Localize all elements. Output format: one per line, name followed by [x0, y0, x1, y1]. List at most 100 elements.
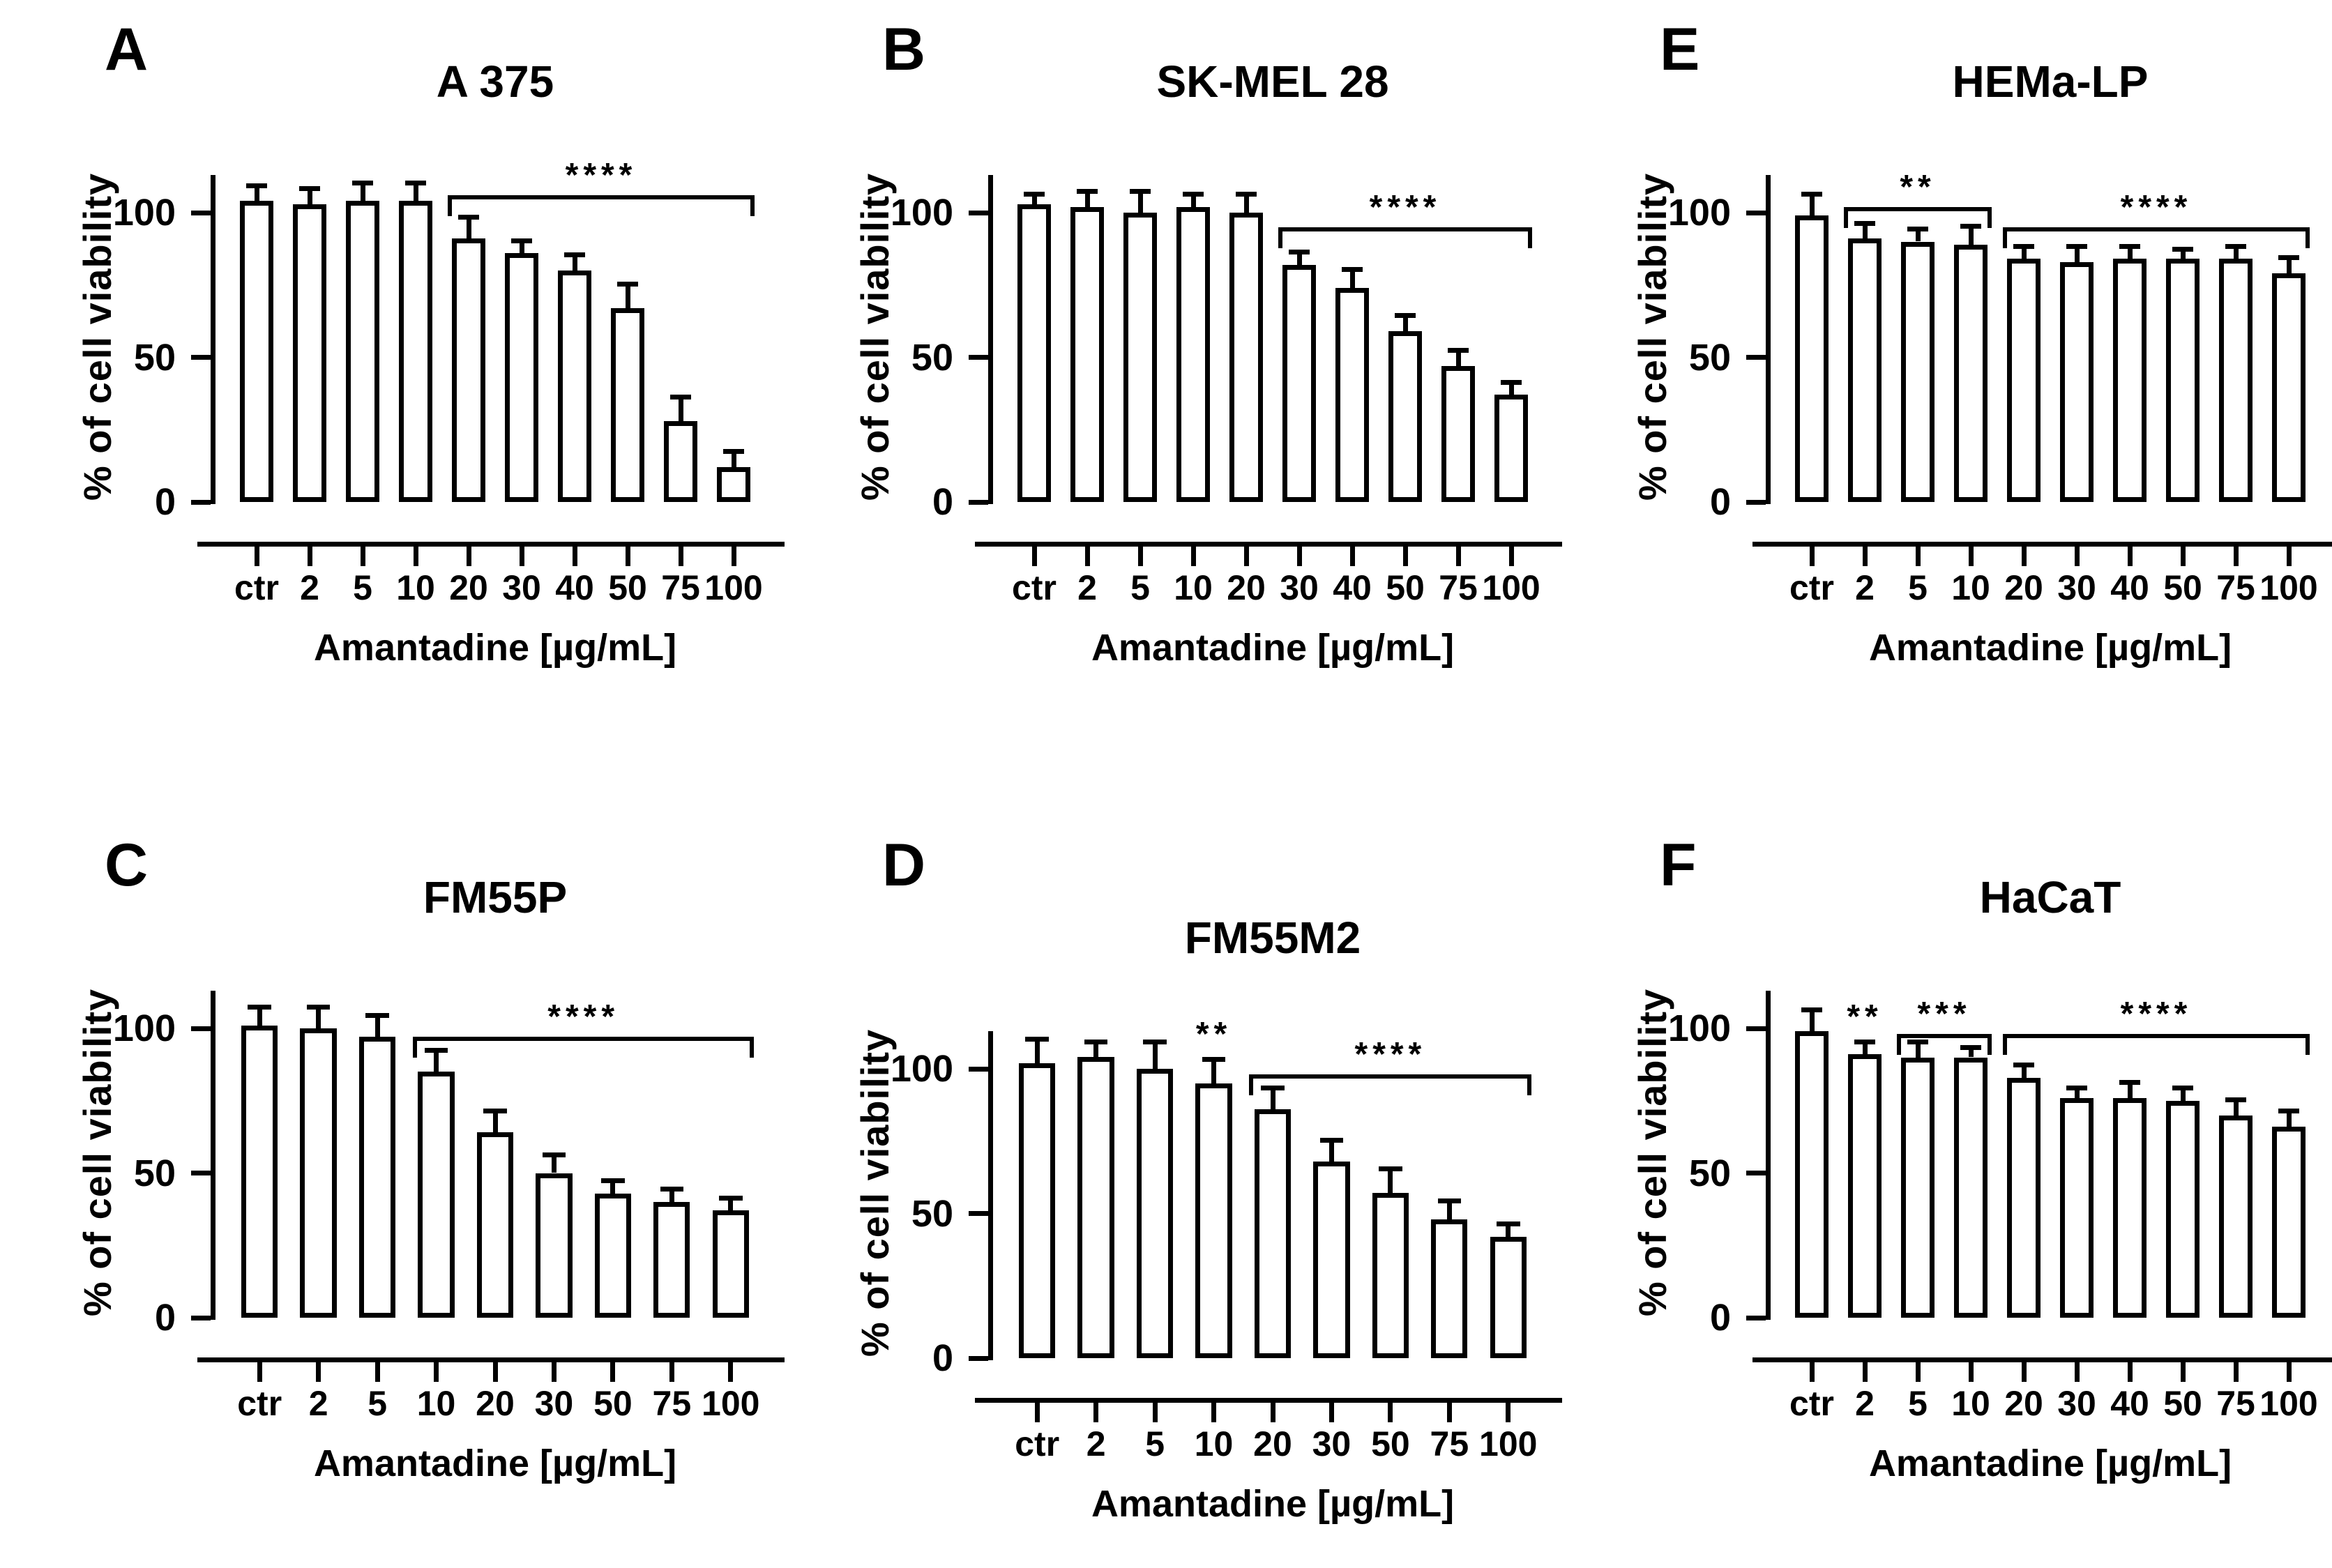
y-axis-line	[987, 1031, 993, 1361]
bar	[717, 467, 750, 502]
x-axis-tick	[2180, 1362, 2186, 1382]
x-tick-label: 2	[1086, 1424, 1106, 1463]
x-axis-tick	[2127, 1362, 2133, 1382]
x-tick-label: 20	[1253, 1424, 1292, 1463]
x-axis-tick	[1446, 1403, 1452, 1422]
x-tick-label: 50	[1386, 568, 1425, 607]
x-tick-label: ctr	[234, 568, 279, 607]
chart-plot-area: 0 50 100 ctr 2 5 10 20 30 40 50 75 100 ****	[0, 14, 785, 759]
bar	[1313, 1161, 1350, 1358]
y-axis-tick	[968, 1211, 988, 1216]
x-axis-tick	[2021, 1362, 2027, 1382]
x-axis-tick	[1093, 1403, 1099, 1422]
significance-bracket-end	[2306, 227, 2310, 248]
error-bar-cap	[510, 238, 533, 243]
x-tick-label: 30	[2057, 568, 2096, 607]
x-tick-label: 2	[1855, 1384, 1875, 1423]
bar	[2272, 273, 2306, 502]
bar	[1901, 1057, 1934, 1318]
error-bar-stem	[1190, 195, 1196, 207]
error-bar-stem	[2286, 259, 2292, 274]
error-bar-cap	[1447, 348, 1469, 353]
y-tick-label: 50	[1688, 336, 1731, 379]
bar	[1195, 1083, 1232, 1358]
y-tick-label: 100	[112, 1007, 176, 1049]
x-axis-tick	[1809, 547, 1815, 566]
x-tick-label: 30	[534, 1384, 574, 1423]
error-bar-stem	[1152, 1042, 1158, 1069]
significance-stars: ****	[1354, 1036, 1427, 1074]
bar	[1388, 331, 1422, 502]
error-bar-cap	[2278, 255, 2300, 261]
significance-bracket-end	[2306, 1034, 2310, 1056]
chart-title: FM55P	[423, 872, 568, 922]
error-bar-cap	[1394, 313, 1416, 319]
error-bar-stem	[1915, 229, 1921, 242]
x-axis-tick	[1915, 1362, 1921, 1382]
bar	[1335, 287, 1369, 502]
bar	[2166, 1100, 2200, 1318]
error-bar-stem	[1243, 195, 1249, 213]
error-bar-cap	[2225, 243, 2247, 249]
x-axis-tick	[1506, 1403, 1511, 1422]
error-bar-stem	[2233, 1100, 2239, 1116]
error-bar-cap	[616, 281, 639, 287]
error-bar-stem	[434, 1051, 439, 1072]
error-bar-cap	[1801, 192, 1823, 197]
error-bar-cap	[351, 180, 374, 185]
error-bar-cap	[1202, 1056, 1226, 1062]
y-tick-label: 0	[932, 481, 953, 523]
x-tick-label: 20	[449, 568, 488, 607]
bar	[664, 420, 697, 502]
significance-stars: ****	[2120, 188, 2193, 226]
bar	[1490, 1236, 1527, 1358]
error-bar-stem	[625, 284, 630, 308]
x-axis-tick	[1137, 547, 1143, 566]
bar	[558, 271, 591, 502]
error-bar-stem	[1506, 1225, 1511, 1237]
error-bar-stem	[1968, 1049, 1974, 1058]
y-axis-tick	[1746, 499, 1766, 505]
bar	[1795, 1031, 1828, 1318]
error-bar-cap	[542, 1152, 566, 1157]
x-tick-label: 75	[652, 1384, 692, 1423]
bar	[505, 253, 538, 502]
significance-bracket-line	[1278, 227, 1533, 231]
error-bar-stem	[307, 189, 312, 204]
error-bar-cap	[2172, 1086, 2194, 1091]
bar	[2007, 1077, 2040, 1318]
x-tick-label: 100	[702, 1384, 760, 1423]
bar	[1282, 264, 1316, 502]
error-bar-cap	[2172, 246, 2194, 252]
significance-bracket-line	[447, 195, 755, 200]
x-tick-label: 5	[1130, 568, 1150, 607]
error-bar-cap	[2119, 1079, 2141, 1085]
y-axis-tick	[1746, 1026, 1766, 1031]
bar	[1441, 365, 1475, 502]
y-axis-line	[1765, 991, 1771, 1320]
error-bar-cap	[365, 1013, 389, 1019]
panel-content: HEMa-LP % of cell viability 0 50 100 ctr 2 5 1…	[1555, 14, 2332, 759]
x-tick-label: 2	[1077, 568, 1097, 607]
y-tick-label: 0	[154, 481, 176, 523]
y-axis-tick	[190, 1315, 211, 1320]
x-tick-label: 5	[353, 568, 372, 607]
error-bar-stem	[1862, 224, 1868, 239]
bar	[2113, 259, 2146, 502]
error-bar-cap	[457, 215, 480, 220]
y-axis-tick	[190, 1171, 211, 1175]
x-axis-tick	[413, 547, 418, 566]
significance-stars: ***	[1917, 996, 1971, 1033]
x-tick-label: 10	[1194, 1424, 1234, 1463]
x-tick-label: 50	[1371, 1424, 1410, 1463]
x-axis-label: Amantadine [µg/mL]	[1091, 1483, 1455, 1525]
error-bar-cap	[1319, 1137, 1344, 1143]
x-axis-tick	[678, 547, 683, 566]
error-bar-cap	[601, 1178, 625, 1183]
error-bar-stem	[2021, 247, 2027, 259]
significance-bracket-end	[1843, 206, 1848, 228]
significance-bracket-line	[413, 1037, 755, 1042]
x-axis-tick	[1388, 1403, 1393, 1422]
error-bar-cap	[1076, 188, 1098, 194]
bar	[241, 1025, 278, 1318]
